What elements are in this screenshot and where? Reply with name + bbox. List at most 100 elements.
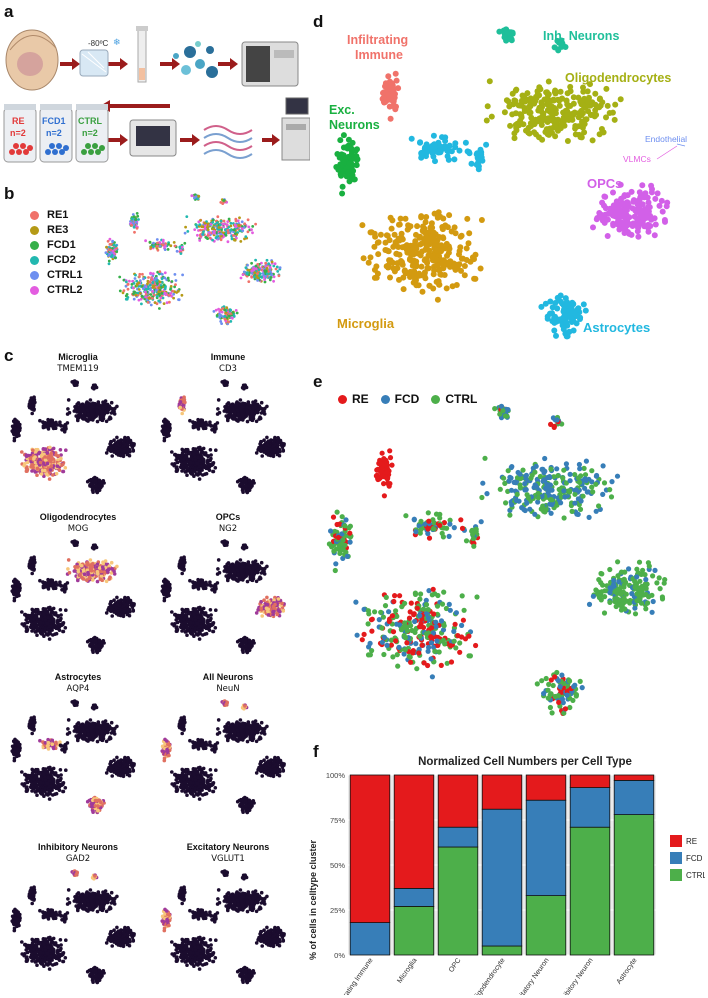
cell-point	[114, 606, 119, 611]
cell-point	[134, 218, 137, 221]
cell-point	[90, 648, 95, 652]
cell-point	[181, 465, 185, 470]
cell-point	[93, 478, 98, 483]
cell-point	[259, 560, 264, 565]
cell-point	[174, 614, 179, 619]
cell-point	[276, 448, 280, 452]
cell-point	[254, 258, 257, 262]
cell-point	[58, 583, 63, 588]
panel-letter-d: d	[313, 12, 324, 31]
cell-point	[239, 229, 242, 233]
cell-point	[235, 578, 239, 582]
cell-point	[47, 477, 52, 481]
cell-point	[31, 403, 35, 407]
cell-point	[185, 215, 189, 218]
cell-point	[175, 629, 179, 633]
cell-point	[162, 283, 166, 287]
cell-point	[262, 409, 266, 414]
cell-point	[109, 560, 114, 565]
cell-point	[126, 283, 130, 286]
cell-point	[158, 272, 161, 276]
cell-point	[247, 478, 252, 483]
cell-point	[50, 422, 55, 426]
cell-point	[81, 569, 86, 574]
cell-point	[106, 239, 110, 243]
cell-point	[252, 275, 256, 279]
cell-point	[204, 613, 208, 617]
cell-point	[51, 446, 56, 451]
cell-point	[223, 405, 228, 409]
feature-map	[10, 379, 136, 495]
cell-point	[63, 424, 68, 429]
cell-point	[42, 628, 47, 633]
cell-point	[162, 438, 167, 443]
cell-point	[152, 284, 155, 288]
cell-point	[109, 248, 112, 252]
legend-item: RE3	[30, 223, 82, 238]
cell-point	[229, 221, 233, 225]
legend-swatch	[30, 286, 39, 295]
cell-point	[241, 578, 245, 582]
cell-point	[186, 230, 190, 233]
cell-point	[239, 276, 243, 280]
cell-point	[232, 412, 237, 416]
cell-point	[236, 412, 240, 416]
cell-point	[41, 621, 46, 625]
cell-point	[138, 275, 141, 279]
cell-point	[31, 625, 35, 630]
cell-point	[209, 456, 213, 461]
cell-point	[122, 609, 126, 614]
cell-point	[57, 468, 62, 472]
cell-point	[63, 626, 68, 630]
cell-point	[145, 287, 148, 291]
cell-point	[24, 626, 29, 631]
cell-point	[28, 616, 33, 621]
cell-point	[199, 451, 204, 456]
cell-point	[189, 632, 194, 636]
cell-point	[198, 628, 203, 632]
cell-point	[45, 611, 50, 615]
cell-point	[199, 624, 204, 628]
cell-point	[208, 236, 212, 240]
cell-point	[124, 284, 128, 288]
cell-point	[144, 295, 147, 299]
cell-point	[205, 624, 210, 628]
cell-point	[107, 259, 111, 263]
cell-point	[243, 484, 248, 488]
cell-point	[103, 559, 108, 563]
cell-point	[251, 566, 255, 571]
cell-point	[33, 620, 38, 625]
cell-point	[132, 297, 136, 301]
cell-point	[238, 398, 243, 402]
cell-point	[146, 285, 150, 289]
cell-point	[254, 579, 259, 584]
cell-point	[126, 608, 130, 612]
cell-point	[115, 250, 119, 254]
panel-letter-c: c	[4, 346, 14, 365]
cell-point	[268, 266, 272, 269]
cell-point	[251, 561, 255, 566]
cell-point	[90, 402, 95, 406]
cell-point	[54, 422, 58, 426]
cell-point	[232, 234, 235, 237]
cell-point	[233, 232, 237, 235]
cell-point	[243, 478, 248, 483]
cell-point	[91, 418, 95, 422]
cell-point	[109, 600, 113, 604]
cell-point	[235, 418, 239, 422]
panel-letter-e: e	[313, 372, 323, 391]
cell-point	[146, 279, 150, 283]
cell-point	[222, 219, 226, 223]
cell-point	[250, 261, 254, 265]
cell-point	[49, 624, 54, 628]
cell-point	[99, 574, 104, 578]
cell-point	[163, 271, 167, 275]
cell-point	[256, 272, 259, 276]
cell-point	[67, 410, 72, 415]
cell-point	[195, 223, 198, 227]
cell-point	[173, 273, 177, 276]
cell-point	[85, 479, 90, 484]
cell-point	[43, 421, 48, 425]
cell-point	[101, 401, 105, 406]
cell-point	[169, 292, 173, 295]
